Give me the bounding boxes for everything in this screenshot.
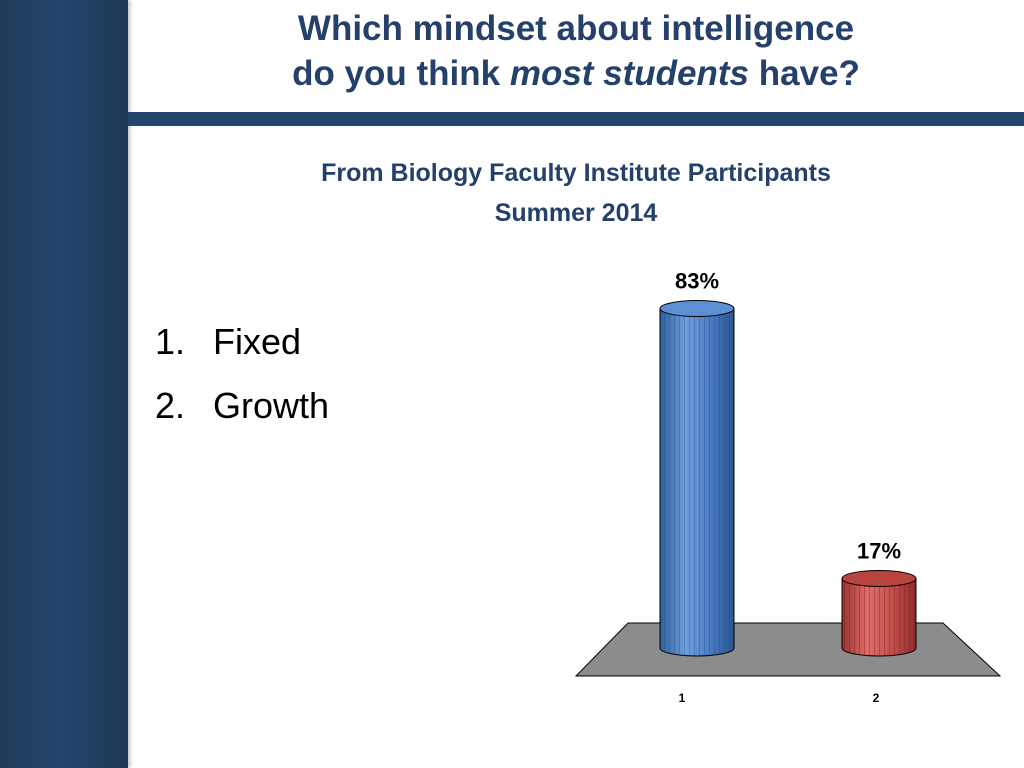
bar-texture	[842, 578, 916, 656]
data-label-1: 83%	[675, 269, 719, 294]
title-line-2: do you think most students have?	[128, 51, 1024, 96]
bar-top	[841, 569, 917, 587]
subtitle-line-1: From Biology Faculty Institute Participa…	[321, 159, 831, 187]
slide-title: Which mindset about intelligence do you …	[128, 6, 1024, 96]
bar-1	[659, 300, 735, 657]
slide-subtitle: From Biology Faculty Institute Participa…	[128, 153, 1024, 233]
answer-option-growth: 2. Growth	[155, 380, 329, 444]
option-number: 1.	[155, 321, 186, 362]
bar-top	[659, 300, 735, 318]
option-number: 2.	[155, 385, 186, 426]
title-emphasis: most students	[509, 54, 750, 93]
data-label-2: 17%	[857, 538, 901, 563]
subtitle-line-2: Summer 2014	[494, 199, 658, 227]
bar-texture	[660, 308, 734, 656]
bar-2	[841, 569, 917, 657]
option-label: Growth	[213, 385, 330, 426]
title-line-1: Which mindset about intelligence	[297, 9, 855, 48]
option-label: Fixed	[213, 321, 302, 362]
x-tick-label-2: 2	[873, 691, 880, 705]
labels-layer: 83% 1 17% 2	[675, 269, 901, 705]
answer-options: 1. Fixed 2. Growth	[155, 316, 329, 444]
side-bar	[0, 0, 128, 768]
chart-floor	[574, 622, 1002, 677]
title-line-2-start: do you think	[292, 54, 510, 93]
title-rule	[128, 112, 1024, 126]
answer-option-fixed: 1. Fixed	[155, 316, 329, 380]
bars-layer	[659, 300, 917, 657]
title-line-2-end: have?	[749, 54, 860, 93]
response-chart: 83% 1 17% 2	[574, 269, 1002, 705]
x-tick-label-1: 1	[679, 691, 686, 705]
